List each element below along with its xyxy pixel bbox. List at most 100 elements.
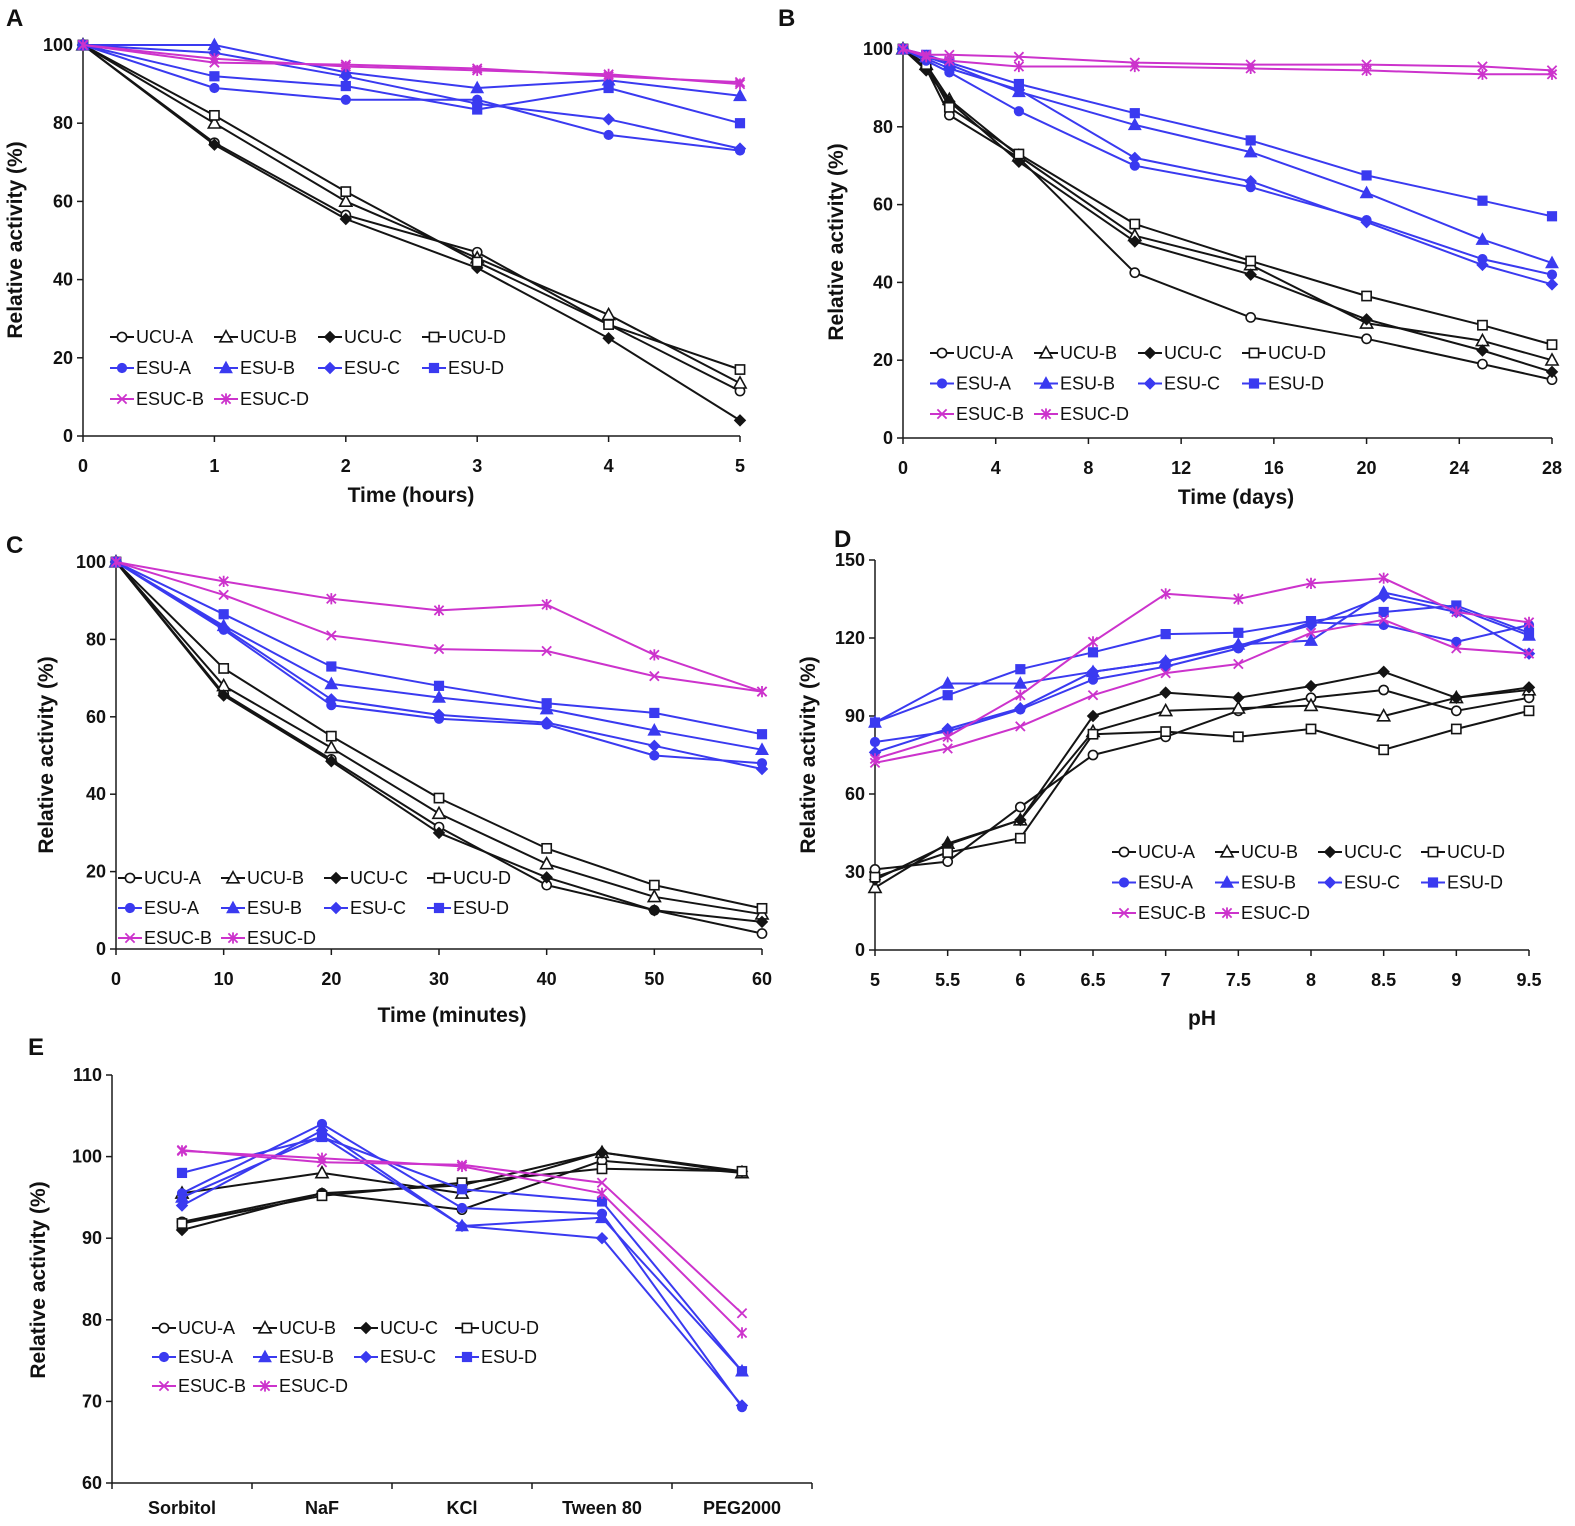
legend-marker-esuc-b <box>116 393 128 405</box>
legend-item-esu-d: ESU-D <box>455 1347 537 1367</box>
panel-d-point-ucu-c <box>1232 691 1245 705</box>
panel-c-point-ucu-c <box>648 904 661 917</box>
panel-a-point-esu-a <box>209 82 220 94</box>
panel-d-point-ucu-b <box>1158 702 1174 717</box>
panel-a-point-esuc-d <box>209 53 220 65</box>
panel-b-line-esuc-d <box>902 48 1552 76</box>
panel-b-point-ucu-d <box>1477 319 1488 331</box>
panel-d-point-ucu-d <box>869 871 881 883</box>
legend-item-ucu-a: UCU-A <box>1112 842 1195 862</box>
panel-a-y-tick-label: 80 <box>53 113 73 133</box>
panel-c-series-esu-b <box>109 554 769 755</box>
panel-c-point-esu-b <box>755 742 769 755</box>
panel-d-point-ucu-b <box>1303 697 1319 712</box>
legend-label-ucu-c: UCU-C <box>1344 842 1402 862</box>
legend-item-esuc-d: ESUC-D <box>221 928 316 948</box>
legend-item-esu-d: ESU-D <box>1421 873 1503 893</box>
panel-d-point-esuc-b <box>1087 689 1099 701</box>
panel-b-y-tick-label: 80 <box>873 117 893 137</box>
panel-b-point-esuc-b <box>1477 61 1488 72</box>
legend-label-esu-b: ESU-B <box>240 358 295 378</box>
panel-c-point-ucu-d <box>325 730 337 742</box>
panel-a-line-esu-c <box>82 44 741 150</box>
legend-item-ucu-a: UCU-A <box>118 868 201 888</box>
panel-d-point-esuc-d <box>942 731 953 743</box>
legend-marker-esu-c <box>1323 876 1337 889</box>
legend-item-esu-a: ESU-A <box>118 898 199 918</box>
panel-e-x-tick-label: NaF <box>305 1498 339 1518</box>
legend-label-esuc-d: ESUC-D <box>1241 903 1310 923</box>
legend-marker-ucu-d <box>433 872 445 884</box>
legend-label-esu-d: ESU-D <box>448 358 504 378</box>
panel-b-x-tick-label: 24 <box>1449 458 1469 478</box>
legend-item-ucu-d: UCU-D <box>1242 343 1326 363</box>
legend-item-esu-a: ESU-A <box>110 358 191 378</box>
panel-a-x-tick-label: 5 <box>735 456 745 476</box>
panel-b-point-esuc-d <box>1245 62 1256 75</box>
panel-d-point-esu-c <box>1086 665 1100 679</box>
panel-a-point-esu-d <box>603 82 614 94</box>
legend-marker-esu-a <box>116 362 128 374</box>
legend-label-esu-c: ESU-C <box>1344 873 1400 893</box>
panel-b-point-esuc-d <box>897 43 909 55</box>
panel-d-point-ucu-d <box>1160 726 1172 737</box>
panel-d-point-ucu-b <box>867 879 883 894</box>
panel-b-line-ucu-d <box>902 48 1553 346</box>
panel-d-point-esuc-d <box>1160 588 1171 600</box>
panel-label-c: C <box>6 532 23 559</box>
panel-c-point-esu-d <box>326 661 337 672</box>
panel-d-legend: UCU-A UCU-B UCU-C UCU-D ESU-A ESU-B ESU-C ESU-D… <box>1112 842 1505 923</box>
legend-label-ucu-d: UCU-D <box>453 868 511 888</box>
panel-b-x-tick-label: 16 <box>1264 458 1284 478</box>
panel-e-point-esu-b <box>595 1210 609 1224</box>
panel-b-line-ucu-a <box>902 48 1553 381</box>
panel-b-x-tick-label: 8 <box>1083 458 1093 478</box>
panel-a-point-esu-d <box>734 118 746 129</box>
panel-b-point-ucu-d <box>1129 218 1141 230</box>
panel-b-point-esu-b <box>1475 232 1490 245</box>
panel-d-point-esuc-d <box>1378 572 1389 584</box>
panel-e-y-tick-label: 90 <box>82 1228 102 1248</box>
legend-marker-esuc-b <box>936 408 948 420</box>
legend-item-esu-b: ESU-B <box>1034 374 1115 394</box>
panel-b-series-ucu-c <box>896 42 1559 379</box>
panel-b-point-esu-d <box>1245 135 1256 146</box>
panel-c-point-ucu-c <box>325 755 338 768</box>
panel-c-point-esu-d <box>649 707 660 719</box>
panel-e-point-esu-d <box>736 1366 748 1377</box>
legend-label-ucu-b: UCU-B <box>279 1318 336 1338</box>
legend-item-esu-c: ESU-C <box>1138 374 1220 394</box>
legend-marker-ucu-b <box>218 329 234 343</box>
panel-b-x-tick-label: 0 <box>898 458 908 478</box>
panel-c-point-esu-c <box>648 739 661 753</box>
panel-a-line-esu-a <box>82 44 741 152</box>
panel-b-series-ucu-a <box>897 43 1558 386</box>
panel-a-line-ucu-b <box>82 44 741 385</box>
panel-c-y-tick-label: 100 <box>76 552 106 572</box>
panel-b-point-ucu-d <box>1245 255 1257 267</box>
panel-a-line-esu-b <box>83 44 741 97</box>
panel-c-point-ucu-b <box>323 739 339 754</box>
panel-c-y-axis-title: Relative activity (%) <box>35 656 58 853</box>
panel-d-point-ucu-d <box>1305 723 1317 735</box>
panel-d-point-esuc-d <box>1305 577 1317 589</box>
panel-a-legend: UCU-A UCU-B UCU-C UCU-D ESU-A ESU-B ESU-C ESU-D… <box>110 327 506 409</box>
panel-c-point-esuc-b <box>433 643 445 655</box>
legend-label-esu-b: ESU-B <box>247 898 302 918</box>
legend-marker-ucu-b <box>1219 844 1235 858</box>
panel-c-series-esu-c <box>109 555 769 776</box>
panel-b-point-ucu-c <box>1545 365 1559 379</box>
panel-a-point-esuc-d <box>603 68 614 80</box>
panel-c-point-esu-c <box>755 762 769 776</box>
panel-d-point-esu-d <box>1305 616 1317 627</box>
legend-item-ucu-c: UCU-C <box>354 1318 438 1338</box>
panel-e-point-esuc-d <box>176 1145 188 1157</box>
panel-a-point-esu-a <box>340 94 351 105</box>
legend-item-esu-d: ESU-D <box>1242 374 1324 394</box>
panel-a-point-ucu-c <box>602 332 615 345</box>
legend-item-esu-c: ESU-C <box>324 898 406 918</box>
legend-item-esu-b: ESU-B <box>253 1347 334 1367</box>
panel-c-series-esu-a <box>110 556 768 769</box>
panel-b-point-ucu-c <box>1476 344 1489 357</box>
legend-marker-esu-a <box>936 378 948 389</box>
